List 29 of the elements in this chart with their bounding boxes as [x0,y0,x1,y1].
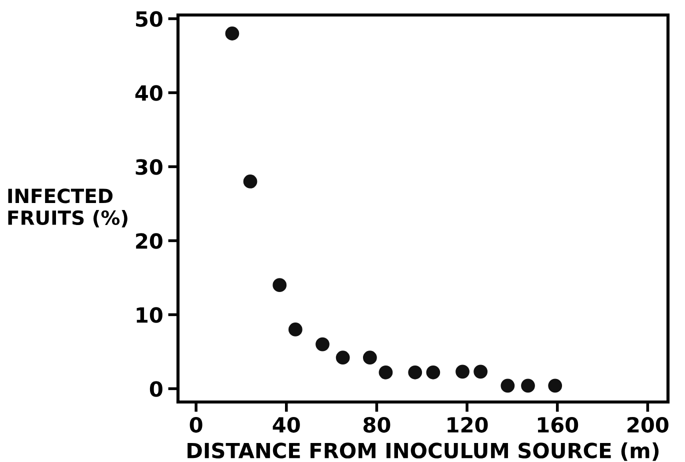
point [408,365,422,380]
y-tick-label: 20 [136,233,162,249]
y-axis-title: INFECTED FRUITS (%) [8,188,128,228]
x-tick-label: 200 [628,416,668,433]
x-tick-label: 40 [272,416,300,433]
point [456,364,470,379]
x-tick-label: 80 [363,416,390,433]
point [225,26,240,40]
point [243,174,258,188]
point [521,378,535,393]
point [500,378,515,393]
y-tick-label: 50 [136,11,162,27]
point [474,364,488,379]
point [272,278,287,292]
y-tick-label: 10 [136,307,162,323]
point [288,322,302,336]
y-tick-label: 0 [150,381,162,397]
point [548,378,562,393]
x-tick-label: 160 [538,416,578,433]
point [378,365,393,380]
point [426,365,440,380]
x-tick-label: 120 [448,416,488,433]
point [316,337,330,352]
point [362,350,377,365]
x-axis-title: DISTANCE FROM INOCULUM SOURCE (m) [188,442,659,461]
point [336,350,350,365]
y-tick-label: 30 [136,159,162,175]
y-tick-label: 40 [135,85,162,101]
x-tick-label: 0 [190,416,202,433]
